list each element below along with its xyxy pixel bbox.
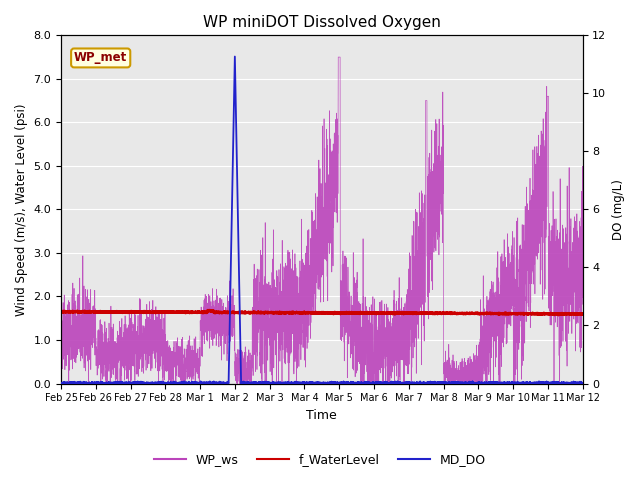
Text: WP_met: WP_met [74, 51, 127, 64]
X-axis label: Time: Time [307, 409, 337, 422]
Legend: WP_ws, f_WaterLevel, MD_DO: WP_ws, f_WaterLevel, MD_DO [149, 448, 491, 471]
Title: WP miniDOT Dissolved Oxygen: WP miniDOT Dissolved Oxygen [203, 15, 441, 30]
Y-axis label: DO (mg/L): DO (mg/L) [612, 179, 625, 240]
Y-axis label: Wind Speed (m/s), Water Level (psi): Wind Speed (m/s), Water Level (psi) [15, 103, 28, 316]
